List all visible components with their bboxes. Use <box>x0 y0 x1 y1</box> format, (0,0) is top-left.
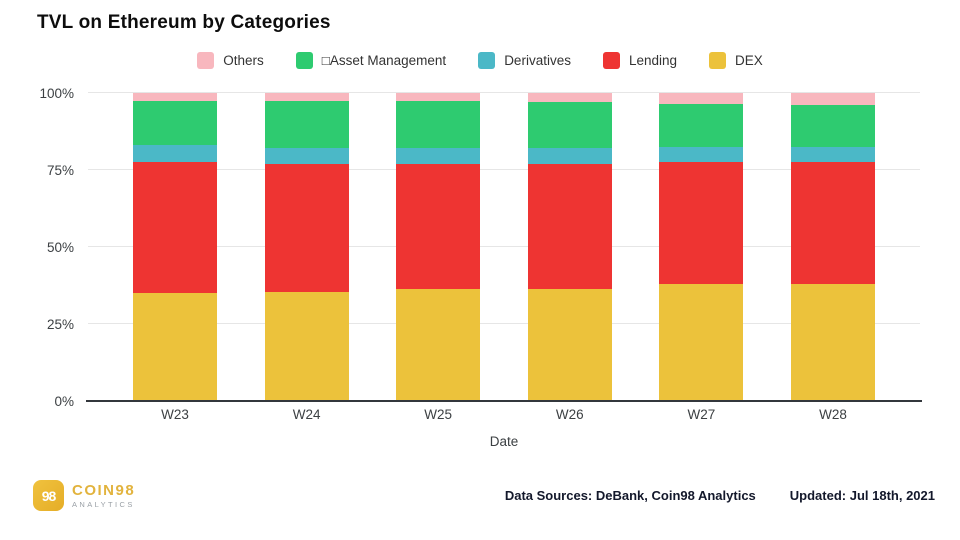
bar-segment-dex <box>791 283 875 401</box>
x-axis-line <box>86 400 922 402</box>
brand-block: COIN98 ANALYTICS <box>72 483 135 509</box>
bar-segment-lending <box>396 163 481 289</box>
gridline <box>88 92 920 93</box>
bar-segment-lending <box>791 162 875 284</box>
bar-segment-dex <box>264 291 349 401</box>
brand-subtitle: ANALYTICS <box>72 499 135 509</box>
bar-segment-others <box>659 93 744 104</box>
legend-label: Lending <box>628 53 678 68</box>
bar-segment-others <box>133 93 217 101</box>
bar-segment-others <box>396 93 481 101</box>
y-tick-label: 100% <box>39 86 74 101</box>
brand-name: COIN98 <box>72 481 136 499</box>
bar-segment-dex <box>527 288 612 401</box>
legend-swatch-icon <box>602 52 620 69</box>
legend-label: Others <box>223 53 264 68</box>
legend-item-asset-management[interactable]: □Asset Management <box>295 52 447 69</box>
stacked-bar-w26 <box>527 93 612 401</box>
chart-title: TVL on Ethereum by Categories <box>37 12 331 33</box>
gridline <box>88 246 920 247</box>
x-tick-label: W25 <box>424 407 453 422</box>
bar-segment-asset-management <box>527 102 612 149</box>
gridline <box>88 323 920 324</box>
bar-segment-others <box>264 93 349 101</box>
y-tick-label: 0% <box>54 394 74 409</box>
footer-logo[interactable]: 98 COIN98 ANALYTICS <box>33 480 135 511</box>
bar-segment-others <box>791 93 875 106</box>
legend-swatch-icon <box>295 52 313 69</box>
stacked-bar-w24 <box>264 93 349 401</box>
bar-segment-lending <box>659 162 744 284</box>
stacked-bar-w23 <box>133 93 217 401</box>
legend-label: □Asset Management <box>321 53 447 68</box>
legend-swatch-icon <box>478 52 496 69</box>
bar-segment-dex <box>396 288 481 401</box>
bar-segment-dex <box>659 283 744 401</box>
y-tick-label: 75% <box>46 163 74 178</box>
logo-mark: 98 <box>41 487 57 504</box>
bar-segment-lending <box>527 163 612 289</box>
legend-label: DEX <box>735 53 763 68</box>
coin98-logo-icon: 98 <box>33 480 64 511</box>
bar-segment-asset-management <box>264 100 349 149</box>
bar-segment-derivatives <box>133 145 217 163</box>
bar-segment-lending <box>264 163 349 292</box>
x-tick-label: W26 <box>555 407 584 422</box>
data-sources-text: Data Sources: DeBank, Coin98 Analytics <box>504 488 756 503</box>
legend-label: Derivatives <box>504 53 571 68</box>
plot-area <box>86 92 922 402</box>
footer-meta: Data Sources: DeBank, Coin98 Analytics U… <box>505 488 935 503</box>
y-axis-labels: 0% 25% 50% 75% 100% <box>0 86 80 409</box>
x-tick-label: W27 <box>687 407 716 422</box>
bar-segment-dex <box>133 293 217 401</box>
bar-segment-derivatives <box>396 148 481 164</box>
legend-swatch-icon <box>709 52 727 69</box>
legend: Others □Asset Management Derivatives Lendin… <box>0 52 960 69</box>
stacked-bar-w27 <box>659 93 744 401</box>
bar-segment-derivatives <box>659 146 744 163</box>
legend-item-dex[interactable]: DEX <box>709 52 763 69</box>
x-tick-label: W23 <box>161 407 189 422</box>
legend-item-others[interactable]: Others <box>197 52 264 69</box>
bar-segment-derivatives <box>527 148 612 164</box>
x-tick-label: W24 <box>292 407 321 422</box>
y-tick-label: 50% <box>46 240 74 255</box>
bar-segment-derivatives <box>264 148 349 164</box>
stacked-bar-w25 <box>396 93 481 401</box>
bar-segment-others <box>527 93 612 103</box>
bar-segment-asset-management <box>659 103 744 147</box>
bar-segment-asset-management <box>791 105 875 147</box>
x-tick-label: W28 <box>819 407 847 422</box>
stacked-bar-w28 <box>791 93 875 401</box>
legend-item-derivatives[interactable]: Derivatives <box>478 52 571 69</box>
legend-item-lending[interactable]: Lending <box>602 52 678 69</box>
bar-segment-derivatives <box>791 146 875 163</box>
bar-segment-asset-management <box>396 100 481 149</box>
x-axis-labels: W23 W24 W25 W26 W27 W28 <box>88 407 920 427</box>
legend-swatch-icon <box>197 52 215 69</box>
x-axis-title: Date <box>489 434 519 449</box>
y-tick-label: 25% <box>46 317 74 332</box>
bar-segment-lending <box>133 162 217 294</box>
bar-segment-asset-management <box>133 100 217 146</box>
updated-text: Updated: Jul 18th, 2021 <box>789 488 935 503</box>
gridline <box>88 169 920 170</box>
